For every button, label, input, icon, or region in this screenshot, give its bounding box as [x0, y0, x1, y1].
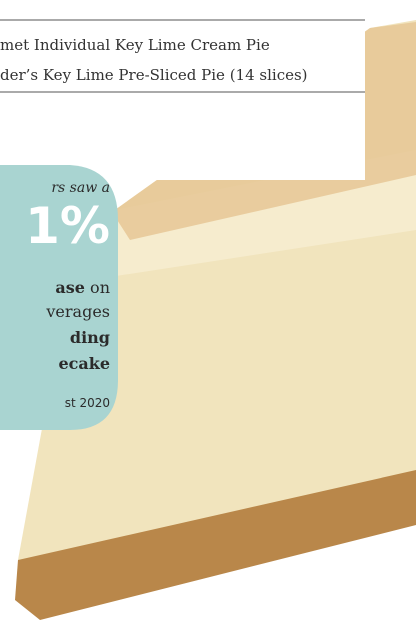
callout-note: st 2020 — [64, 396, 110, 410]
list-item: met Individual Key Lime Cream Pie — [0, 36, 270, 54]
callout-bold: ase — [55, 278, 85, 297]
list-item: der’s Key Lime Pre-Sliced Pie (14 slices… — [0, 66, 308, 84]
callout-line: ase on — [55, 278, 110, 297]
callout-line: verages — [46, 302, 110, 321]
callout-lead: rs saw a — [51, 180, 110, 196]
cake-crust — [15, 470, 416, 620]
callout-line: ding — [69, 328, 110, 347]
text-panel — [0, 0, 365, 180]
callout-text: on — [84, 278, 110, 297]
callout-line: ecake — [58, 354, 110, 373]
callout-stat: 1% — [25, 197, 110, 255]
callout-bubble — [0, 165, 118, 430]
